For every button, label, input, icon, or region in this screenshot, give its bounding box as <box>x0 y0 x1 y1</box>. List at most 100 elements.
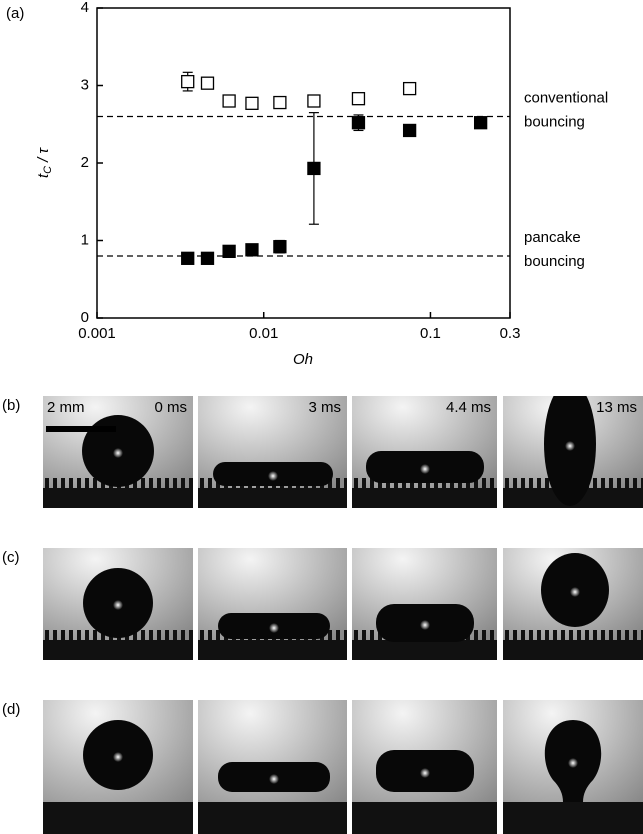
substrate <box>43 488 193 508</box>
x-axis-label: Oh <box>293 351 313 368</box>
substrate <box>198 802 347 834</box>
time-label: 4.4 ms <box>446 399 491 416</box>
data-point <box>181 74 195 89</box>
pillar <box>617 630 621 641</box>
pillar <box>133 478 137 489</box>
pillar <box>386 478 390 489</box>
y-tick-label: 2 <box>81 154 89 171</box>
pillar <box>474 478 478 489</box>
pillar <box>370 630 374 641</box>
pillar <box>61 630 65 641</box>
x-tick-label: 0.001 <box>78 325 116 342</box>
pillar <box>561 630 565 641</box>
photo: 13 ms <box>503 396 643 508</box>
pillar <box>378 478 382 489</box>
pillar <box>157 478 161 489</box>
pillar <box>513 630 517 641</box>
reference-label: bouncing <box>524 113 585 130</box>
highlight <box>568 758 578 768</box>
pillar <box>521 630 525 641</box>
x-tick-label: 0.1 <box>420 325 441 342</box>
photo-content: 4.4 ms <box>352 396 497 508</box>
pillar <box>141 630 145 641</box>
pillar <box>133 630 137 641</box>
pillar <box>394 478 398 489</box>
pillar <box>625 630 629 641</box>
data-point <box>351 116 366 130</box>
pillar <box>165 478 169 489</box>
pillar <box>474 630 478 641</box>
pillar <box>378 630 382 641</box>
data-point <box>351 92 366 106</box>
pillar <box>328 478 332 489</box>
pillar <box>442 478 446 489</box>
pillar <box>200 630 204 641</box>
y-axis-label: tC / τ <box>35 147 54 178</box>
pillar <box>641 630 643 641</box>
pillar <box>45 478 49 489</box>
pillar <box>513 478 517 489</box>
data-point <box>273 95 287 110</box>
pillar <box>181 630 185 641</box>
highlight <box>113 600 123 610</box>
pillar <box>200 478 204 489</box>
pillar <box>328 630 332 641</box>
pillar <box>593 478 597 489</box>
pillar <box>505 478 509 489</box>
pillar <box>577 630 581 641</box>
photo <box>198 700 347 834</box>
substrate <box>198 640 347 660</box>
photo-content <box>43 548 193 660</box>
photo-content <box>503 700 643 834</box>
reference-label: pancake <box>524 229 581 246</box>
pillar <box>354 630 358 641</box>
x-tick-label: 0.01 <box>249 325 278 342</box>
pillar <box>45 630 49 641</box>
row-label: (c) <box>2 549 20 566</box>
pillar <box>482 478 486 489</box>
pillar <box>181 478 185 489</box>
pillar <box>633 478 637 489</box>
pillar <box>69 630 73 641</box>
pillar <box>344 478 347 489</box>
data-point <box>245 243 259 257</box>
highlight <box>570 587 580 597</box>
pillar <box>466 478 470 489</box>
pillar <box>601 478 605 489</box>
data-point <box>307 94 321 108</box>
highlight <box>269 774 279 784</box>
row-label: (b) <box>2 397 20 414</box>
row-label: (d) <box>2 701 20 718</box>
pillar <box>173 630 177 641</box>
pillar <box>53 478 57 489</box>
pillar <box>93 630 97 641</box>
pillar <box>53 630 57 641</box>
highlight <box>420 768 430 778</box>
panel-label: (a) <box>6 5 24 22</box>
pillar <box>189 630 193 641</box>
pillar <box>545 478 549 489</box>
pillar <box>609 478 613 489</box>
highlight <box>565 441 575 451</box>
pillar <box>77 478 81 489</box>
highlight <box>113 448 123 458</box>
pillar <box>157 630 161 641</box>
pillar <box>208 630 212 641</box>
pillar <box>641 478 643 489</box>
substrate <box>43 802 193 834</box>
scale-bar <box>46 426 116 432</box>
pillar <box>173 478 177 489</box>
highlight <box>269 623 279 633</box>
pillar <box>426 478 430 489</box>
pillar <box>141 478 145 489</box>
pillar <box>458 478 462 489</box>
y-tick-label: 4 <box>81 0 89 16</box>
pillar <box>490 630 494 641</box>
pillar <box>149 478 153 489</box>
pillar <box>85 630 89 641</box>
substrate <box>352 802 497 834</box>
highlight <box>268 471 278 481</box>
pillar <box>69 478 73 489</box>
pillar <box>101 630 105 641</box>
substrate <box>503 640 643 660</box>
